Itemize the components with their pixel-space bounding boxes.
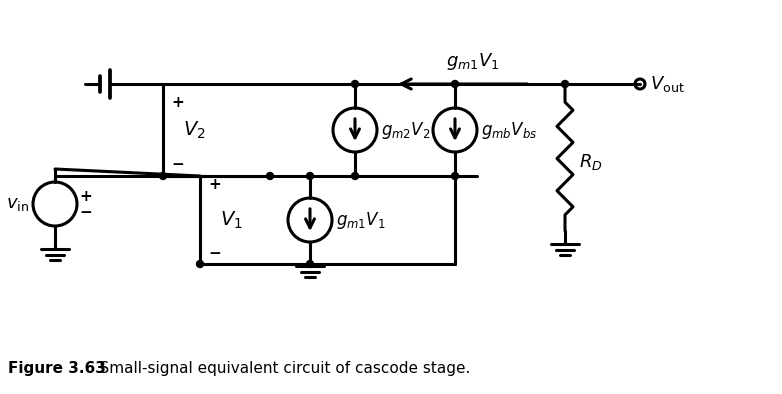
Text: +: + <box>79 188 91 203</box>
Text: $v_{\rm in}$: $v_{\rm in}$ <box>6 195 29 213</box>
Text: $g_{mb}V_{bs}$: $g_{mb}V_{bs}$ <box>481 119 537 141</box>
Text: $g_{m2}V_2$: $g_{m2}V_2$ <box>381 119 430 141</box>
Circle shape <box>267 173 274 180</box>
Circle shape <box>160 173 167 180</box>
Text: Small-signal equivalent circuit of cascode stage.: Small-signal equivalent circuit of casco… <box>80 361 471 376</box>
Circle shape <box>196 260 203 268</box>
Text: Figure 3.63: Figure 3.63 <box>8 361 106 376</box>
Text: $V_2$: $V_2$ <box>183 119 206 141</box>
Text: $V_{\rm out}$: $V_{\rm out}$ <box>650 74 685 94</box>
Text: $V_1$: $V_1$ <box>220 209 242 230</box>
Text: −: − <box>79 204 91 219</box>
Text: $R_D$: $R_D$ <box>579 152 603 171</box>
Circle shape <box>351 173 358 180</box>
Text: $g_{m1}V_1$: $g_{m1}V_1$ <box>336 210 386 230</box>
Circle shape <box>451 80 458 87</box>
Text: −: − <box>171 156 185 171</box>
Text: +: + <box>171 95 185 110</box>
Circle shape <box>351 80 358 87</box>
Circle shape <box>307 173 314 180</box>
Text: $g_{m1}V_1$: $g_{m1}V_1$ <box>446 51 499 72</box>
Circle shape <box>451 173 458 180</box>
Text: +: + <box>209 177 221 191</box>
Text: −: − <box>209 247 221 262</box>
Circle shape <box>561 80 569 87</box>
Circle shape <box>307 260 314 268</box>
